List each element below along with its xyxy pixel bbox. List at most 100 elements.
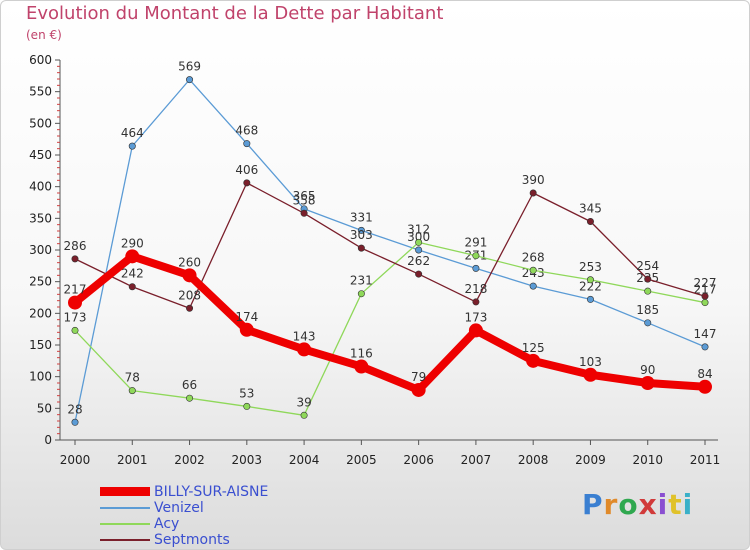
data-label: 39 [296, 395, 311, 409]
data-point [644, 287, 652, 295]
y-tick-label: 100 [29, 370, 52, 384]
data-point [297, 342, 312, 357]
legend-label-venizel: Venizel [154, 500, 204, 516]
data-label: 290 [121, 236, 144, 250]
data-point [529, 189, 537, 197]
data-label: 173 [64, 310, 87, 324]
data-point [529, 266, 537, 274]
data-point [125, 249, 140, 264]
data-point [357, 290, 365, 298]
data-point [243, 402, 251, 410]
data-label: 84 [697, 367, 712, 381]
data-label: 66 [182, 378, 197, 392]
data-label: 242 [121, 267, 144, 281]
data-label: 53 [239, 386, 254, 400]
data-point [243, 140, 251, 148]
proxiti-logo: Proxiti [582, 488, 693, 521]
data-label: 217 [694, 283, 717, 297]
data-point [243, 179, 251, 187]
data-label: 312 [407, 222, 430, 236]
data-label: 222 [579, 279, 602, 293]
y-tick-label: 550 [29, 85, 52, 99]
data-point [411, 382, 426, 397]
data-label: 253 [579, 260, 602, 274]
data-label: 208 [178, 288, 201, 302]
data-label: 365 [293, 189, 316, 203]
data-label: 218 [464, 282, 487, 296]
data-label: 254 [636, 259, 659, 273]
data-label: 174 [235, 310, 258, 324]
y-tick-label: 200 [29, 306, 52, 320]
logo-letter: P [582, 488, 604, 521]
x-tick-label: 2008 [518, 453, 549, 467]
data-point [701, 343, 709, 351]
legend-swatch-septmonts [100, 539, 150, 541]
data-point [583, 367, 598, 382]
data-label: 406 [235, 163, 258, 177]
data-label: 78 [125, 371, 140, 385]
data-label: 464 [121, 126, 144, 140]
data-label: 262 [407, 254, 430, 268]
unit-label: (en €) [26, 28, 62, 42]
y-tick-label: 400 [29, 180, 52, 194]
legend-label-billy: BILLY-SUR-AISNE [154, 484, 269, 500]
logo-letter: i [657, 488, 669, 521]
data-point [357, 244, 365, 252]
data-label: 185 [636, 303, 659, 317]
series-line [71, 252, 709, 394]
data-point [182, 268, 197, 283]
y-tick-label: 50 [37, 401, 52, 415]
y-tick-label: 250 [29, 275, 52, 289]
data-point [415, 270, 423, 278]
data-point [701, 299, 709, 307]
y-tick-label: 300 [29, 243, 52, 257]
data-point [128, 387, 136, 395]
logo-letter: r [603, 488, 619, 521]
y-tick-label: 600 [29, 53, 52, 67]
data-point [68, 295, 82, 310]
y-tick-label: 0 [44, 433, 52, 447]
data-point [468, 323, 483, 338]
y-tick-label: 500 [29, 116, 52, 130]
data-label: 300 [407, 230, 430, 244]
data-label: 116 [350, 347, 373, 361]
data-label: 103 [579, 355, 602, 369]
data-point [701, 292, 709, 300]
data-label: 217 [64, 283, 87, 297]
logo-letter: t [668, 488, 683, 521]
data-point [239, 322, 254, 337]
data-label: 390 [522, 173, 545, 187]
y-tick-label: 150 [29, 338, 52, 352]
data-label: 303 [350, 228, 373, 242]
data-point [354, 359, 369, 374]
data-point [472, 264, 480, 272]
data-point [415, 238, 423, 246]
y-tick-label: 350 [29, 211, 52, 225]
data-point [698, 379, 712, 394]
data-point [529, 282, 537, 290]
data-point [415, 246, 423, 254]
chart-title: Evolution du Montant de la Dette par Hab… [26, 3, 444, 24]
data-point [186, 304, 194, 312]
data-point [300, 411, 308, 419]
data-point [71, 418, 79, 426]
x-tick-label: 2003 [232, 453, 263, 467]
data-label: 286 [64, 239, 87, 253]
data-label: 125 [522, 341, 545, 355]
data-point [586, 295, 594, 303]
data-point [640, 376, 655, 390]
data-label: 268 [522, 250, 545, 264]
data-point [71, 255, 79, 263]
data-point [300, 209, 308, 217]
x-tick-label: 2006 [403, 453, 434, 467]
data-label: 231 [350, 274, 373, 288]
logo-letter: i [682, 488, 694, 521]
legend-swatch-venizel [100, 507, 150, 509]
x-tick-label: 2004 [289, 453, 320, 467]
data-point [586, 218, 594, 226]
data-point [472, 298, 480, 306]
data-point [128, 283, 136, 291]
series-line [74, 78, 706, 423]
legend-swatch-acy [100, 523, 150, 525]
